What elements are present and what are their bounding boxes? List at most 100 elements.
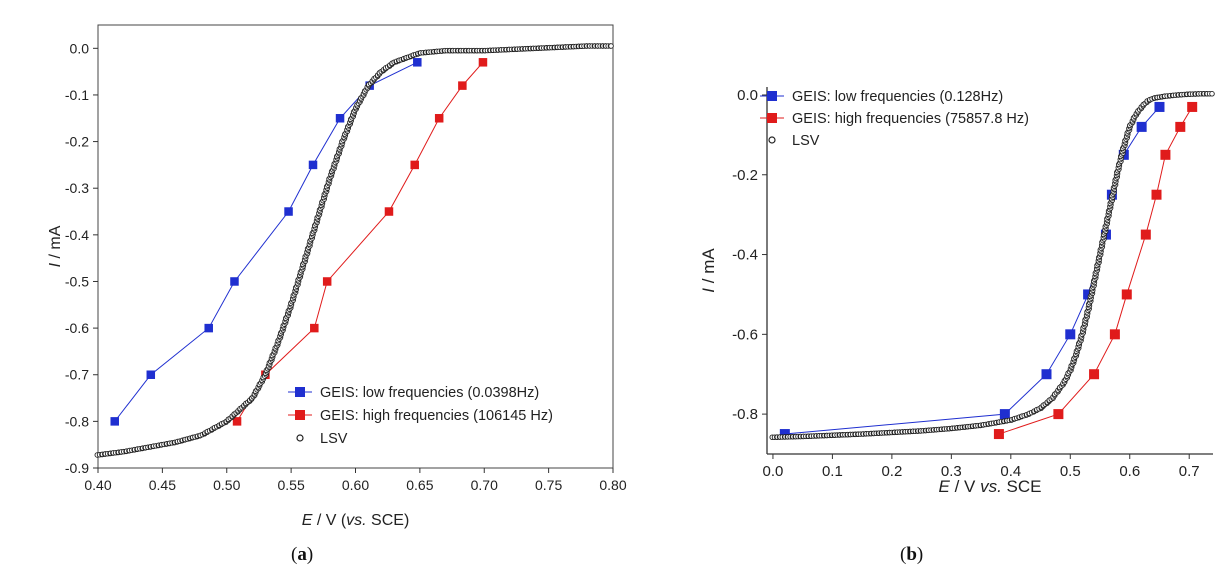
panel-b-legend: GEIS: low frequencies (0.128Hz) GEIS: hig… [760,89,1029,149]
panel-a-caption-letter: a [297,544,307,565]
panel-b-data-point [1065,329,1076,340]
panel-b-chart: 0.0 0.1 0.2 0.3 0.4 0.5 0.6 0.7 0.0 -0.2 -0.4 -0.6 -… [699,87,1215,496]
panel-a-legend: GEIS: low frequencies (0.0398Hz) GEIS: hi… [288,385,553,447]
panel-a-data-point [230,277,239,286]
panel-b-data-point [1187,101,1198,112]
panel-b-x-tick-label: 0.2 [881,463,902,480]
panel-b-series-line [784,106,1160,435]
panel-a-x-axis-label: E / V (vs. SCE) [302,512,410,529]
panel-b-legend-label: GEIS: high frequencies (75857.8 Hz) [792,111,1029,127]
panel-a-caption: (a) [291,544,314,565]
panel-b-data-point [999,409,1010,420]
panel-a-y-tick-label: -0.4 [65,227,89,243]
panel-b-x-tick-label: 0.1 [822,463,843,480]
panel-b-data-point [1151,189,1162,200]
panel-a-y-axis-label: I / mA [47,225,64,267]
panel-a-legend-label: GEIS: low frequencies (0.0398Hz) [320,385,539,401]
panel-b-x-tick-label: 0.7 [1179,463,1200,480]
panel-b-series-low-frequency [779,101,1165,440]
panel-b-x-tick-label: 0.5 [1060,463,1081,480]
panel-b-data-point [1109,329,1120,340]
panel-a-legend-marker [295,410,305,420]
panel-a-x-tick-label: 0.80 [599,477,626,493]
panel-b-data-point [1041,369,1052,380]
panel-b-data-point [1160,149,1171,160]
panel-a-series-line [236,61,484,422]
panel-a-y-tick-label: -0.7 [65,367,89,383]
panel-a-x-tick-label: 0.65 [406,477,433,493]
panel-b-series-lsv [769,91,1215,440]
panel-b-legend-label: GEIS: low frequencies (0.128Hz) [792,89,1003,105]
panel-a-data-point [335,114,345,123]
panel-b-x-tick-label: 0.4 [1000,463,1021,480]
panel-a-series-high-frequency [232,58,488,426]
panel-b-data-point [1053,409,1064,420]
panel-b-legend-label: LSV [792,133,820,149]
panel-b-data-point [1154,101,1165,112]
panel-a-x-tick-label: 0.55 [278,477,305,493]
panel-a-x-tick-label: 0.60 [342,477,369,493]
panel-b-x-tick-label: 0.6 [1119,463,1140,480]
panel-a-x-tick-label: 0.70 [471,477,498,493]
panel-a-data-point [384,207,394,216]
panel-b-data-point [1209,91,1215,97]
panel-b-data-point [1136,121,1147,132]
panel-b-data-point [1121,289,1132,300]
panel-b-series-line [998,106,1193,435]
panel-b-data-point [993,429,1004,440]
panel-b-legend-marker [767,91,777,101]
panel-b-x-tick-label: 0.0 [763,463,784,480]
panel-a-y-tick-label: 0.0 [70,40,90,56]
panel-a-y-tick-label: -0.6 [65,320,89,336]
panel-b-y-tick-label: -0.4 [732,247,758,264]
panel-a-y-tick-label: -0.3 [65,180,89,196]
panel-a-data-point [232,417,242,426]
panel-a-y-tick-label: -0.9 [65,460,89,476]
panel-a-data-point [434,114,444,123]
panel-b-data-point [1140,229,1151,240]
panel-b-data-point [779,429,790,440]
panel-a-legend-label: GEIS: high frequencies (106145 Hz) [320,408,553,424]
panel-a-data-point [608,43,614,49]
panel-a-legend-label: LSV [320,431,348,447]
panel-b-data-point [1089,369,1100,380]
panel-a-data-point [284,207,293,216]
panel-a-x-tick-label: 0.50 [213,477,240,493]
panel-a-data-point [110,417,119,426]
panel-a-data-point [413,58,422,67]
panel-a-data-point [204,323,213,333]
panel-b-caption-letter: b [906,544,917,565]
panel-a-data-point [310,323,319,333]
panel-b-legend-marker [768,136,776,144]
panel-a-data-point [458,81,467,90]
panel-b-series-high-frequency [993,101,1198,440]
panel-a-x-tick-label: 0.45 [149,477,176,493]
panel-a-x-tick-label: 0.40 [84,477,111,493]
panel-b-caption: (b) [900,544,924,565]
panel-a-data-point [146,370,156,379]
panel-b-x-tick-label: 0.3 [941,463,962,480]
panel-a-data-point [478,58,488,67]
panel-b-y-tick-label: -0.8 [732,406,758,423]
panel-a-data-point [308,160,318,170]
panel-b-y-tick-label: -0.2 [732,167,758,184]
panel-a-y-tick-label: -0.2 [65,134,89,150]
panel-a-frame [97,24,614,469]
panel-b-data-point [1175,121,1186,132]
panel-a-data-point [410,160,419,170]
panel-a-data-point [322,277,332,286]
panel-b-y-tick-label: -0.6 [732,326,758,343]
panel-a-legend-marker [296,434,304,442]
panel-a-legend-marker [295,387,305,397]
panel-a-x-tick-label: 0.75 [535,477,562,493]
panel-b-y-axis-label: I / mA [699,248,718,293]
panel-b-y-tick-label: 0.0 [737,87,758,104]
panel-a-series-lsv [94,43,614,458]
panel-b-data-point [1083,289,1094,300]
panel-a-y-tick-label: -0.8 [65,413,89,429]
panel-a-chart: 0.40 0.45 0.50 0.55 0.60 0.65 0.70 0.75 0.80 0.0 -… [47,24,627,529]
panel-b-x-axis-label: E / V vs. SCE [939,477,1042,496]
panel-a-y-tick-label: -0.1 [65,87,89,103]
